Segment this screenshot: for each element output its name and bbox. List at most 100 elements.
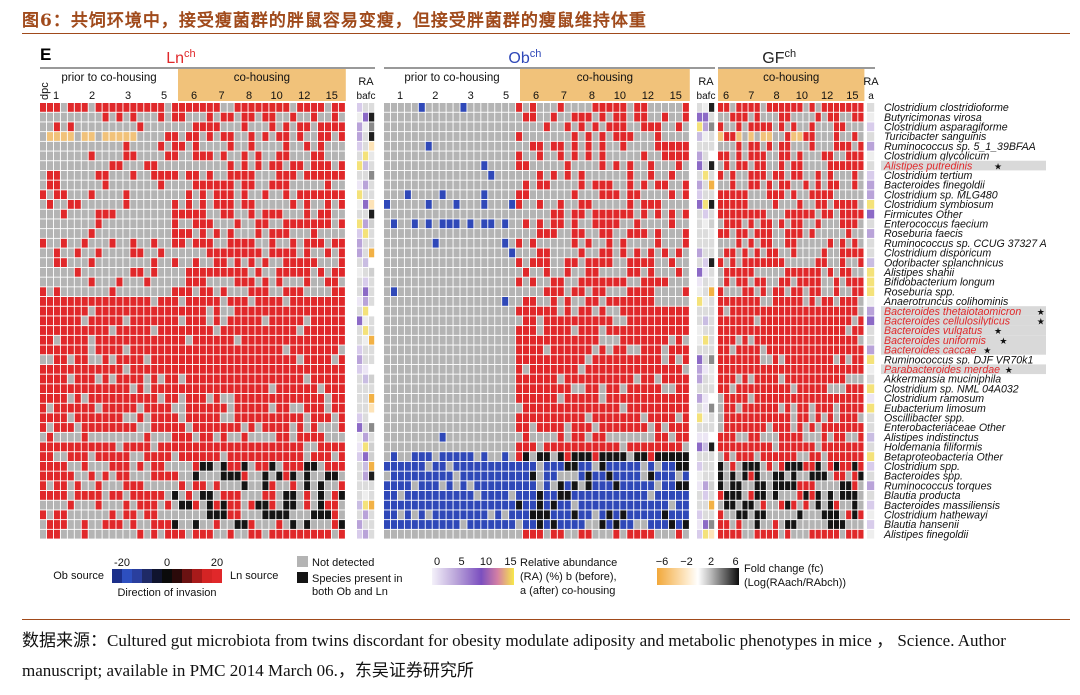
heatmap-cell xyxy=(227,461,234,471)
heatmap-cell xyxy=(495,200,502,209)
heatmap-cell xyxy=(213,219,220,229)
heatmap-cell xyxy=(220,471,227,481)
heatmap-cell xyxy=(158,345,165,355)
heatmap-cell xyxy=(60,432,67,442)
heatmap-cell xyxy=(592,141,599,151)
heatmap-cell xyxy=(550,374,557,384)
heatmap-cell xyxy=(40,394,47,403)
heatmap-cell xyxy=(418,122,425,132)
heatmap-cell xyxy=(502,209,509,219)
heatmap-cell xyxy=(74,180,81,190)
heatmap-cell xyxy=(234,229,241,238)
heatmap-cell xyxy=(283,151,290,161)
heatmap-cell xyxy=(311,161,318,170)
heatmap-cell xyxy=(606,364,613,374)
heatmap-cell xyxy=(213,423,220,432)
heatmap-cell xyxy=(158,452,165,461)
heatmap-cell xyxy=(283,529,290,539)
heatmap-cell xyxy=(724,374,730,384)
heatmap-cell xyxy=(213,141,220,151)
heatmap-cell xyxy=(785,355,791,364)
heatmap-cell xyxy=(158,161,165,170)
heatmap-cell xyxy=(192,277,199,287)
heatmap-cell xyxy=(206,180,213,190)
heatmap-cell xyxy=(641,151,648,161)
heatmap-cell xyxy=(234,219,241,229)
heatmap-cell xyxy=(833,277,840,287)
heatmap-cell xyxy=(529,132,536,141)
heatmap-cell xyxy=(331,316,338,326)
heatmap-cell xyxy=(453,471,460,481)
heatmap-cell xyxy=(88,161,95,170)
heatmap-cell xyxy=(158,103,165,112)
ra-cell xyxy=(357,326,363,335)
heatmap-cell xyxy=(130,316,137,326)
heatmap-cell xyxy=(241,491,248,500)
heatmap-cell xyxy=(785,374,791,384)
heatmap-cell xyxy=(432,122,439,132)
heatmap-cell xyxy=(724,277,730,287)
heatmap-cell xyxy=(248,103,255,112)
heatmap-cell xyxy=(248,335,255,345)
heatmap-cell xyxy=(858,151,864,161)
heatmap-cell xyxy=(88,384,95,394)
heatmap-cell xyxy=(311,500,318,510)
heatmap-cell xyxy=(331,200,338,209)
heatmap-cell xyxy=(772,190,779,200)
heatmap-cell xyxy=(523,122,530,132)
heatmap-cell xyxy=(116,267,123,277)
heatmap-cell xyxy=(213,180,220,190)
heatmap-cell xyxy=(453,481,460,491)
heatmap-cell xyxy=(785,345,791,355)
heatmap-cell xyxy=(397,374,404,384)
heatmap-cell xyxy=(815,316,821,326)
heatmap-cell xyxy=(523,423,530,432)
heatmap-cell xyxy=(130,229,137,238)
heatmap-cell xyxy=(682,277,689,287)
heatmap-cell xyxy=(432,529,439,539)
heatmap-cell xyxy=(641,103,648,112)
heatmap-cell xyxy=(481,306,488,316)
heatmap-cell xyxy=(585,277,592,287)
heatmap-cell xyxy=(338,452,345,461)
heatmap-cell xyxy=(199,452,206,461)
heatmap-cell xyxy=(599,491,606,500)
heatmap-cell xyxy=(791,345,797,355)
heatmap-cell xyxy=(523,277,530,287)
heatmap-cell xyxy=(290,297,297,306)
heatmap-cell xyxy=(543,170,550,180)
heatmap-cell xyxy=(571,326,578,335)
heatmap-cell xyxy=(578,209,585,219)
heatmap-cell xyxy=(543,345,550,355)
heatmap-cell xyxy=(165,423,172,432)
heatmap-cell xyxy=(144,258,151,267)
heatmap-cell xyxy=(675,248,682,258)
ra-cell xyxy=(709,423,715,432)
heatmap-cell xyxy=(453,132,460,141)
ra-subheader: a xyxy=(868,91,874,102)
heatmap-cell xyxy=(276,161,283,170)
heatmap-cell xyxy=(390,481,397,491)
heatmap-cell xyxy=(213,335,220,345)
heatmap-cell xyxy=(742,190,748,200)
heatmap-cell xyxy=(116,258,123,267)
ra-cell xyxy=(363,481,369,491)
heatmap-cell xyxy=(439,432,446,442)
heatmap-cell xyxy=(262,335,269,345)
heatmap-cell xyxy=(599,161,606,170)
heatmap-cell xyxy=(736,190,742,200)
heatmap-cell xyxy=(290,510,297,520)
heatmap-cell xyxy=(227,374,234,384)
heatmap-cell xyxy=(199,355,206,364)
heatmap-cell xyxy=(192,316,199,326)
heatmap-cell xyxy=(662,248,669,258)
heatmap-cell xyxy=(803,248,809,258)
heatmap-cell xyxy=(474,364,481,374)
heatmap-cell xyxy=(411,316,418,326)
heatmap-cell xyxy=(772,209,779,219)
heatmap-cell xyxy=(779,316,785,326)
ra-cell xyxy=(867,132,875,141)
heatmap-cell xyxy=(827,316,833,326)
heatmap-cell xyxy=(206,151,213,161)
heatmap-cell xyxy=(144,151,151,161)
